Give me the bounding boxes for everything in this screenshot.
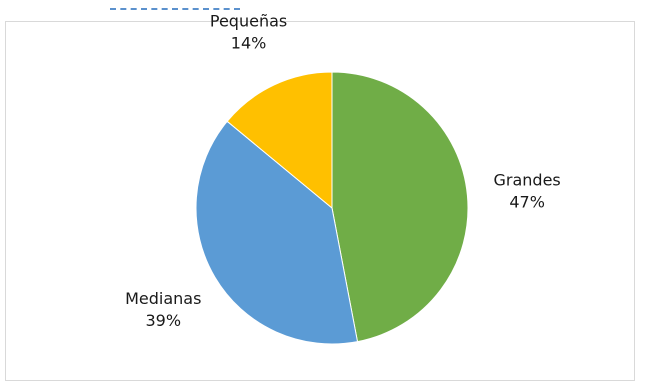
slice-value-grandes: 47% <box>509 193 545 212</box>
pie-slice-grandes <box>331 71 469 343</box>
slice-value-pequeñas: 14% <box>231 34 267 53</box>
slice-label-pequeñas: Pequeñas <box>210 12 287 31</box>
slice-value-medianas: 39% <box>146 311 182 330</box>
slice-label-grandes: Grandes <box>493 171 560 190</box>
pie-slice-medianas <box>195 120 359 345</box>
top-decoration <box>0 0 647 22</box>
pie-slice-pequeñas <box>226 71 333 210</box>
header-accent-bar <box>110 0 240 10</box>
slice-label-medianas: Medianas <box>125 289 201 308</box>
